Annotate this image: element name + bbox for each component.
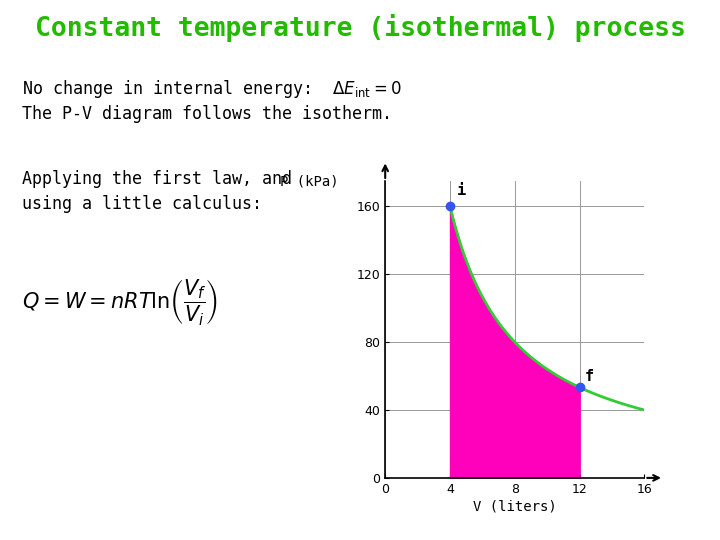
Text: i: i xyxy=(456,183,466,198)
Y-axis label: P (kPa): P (kPa) xyxy=(280,175,338,189)
Text: f: f xyxy=(585,369,593,384)
Text: Constant temperature (isothermal) process: Constant temperature (isothermal) proces… xyxy=(35,14,685,42)
Text: The P-V diagram follows the isotherm.: The P-V diagram follows the isotherm. xyxy=(22,105,392,123)
X-axis label: V (liters): V (liters) xyxy=(473,500,557,514)
Text: Applying the first law, and: Applying the first law, and xyxy=(22,170,292,188)
Text: using a little calculus:: using a little calculus: xyxy=(22,195,261,213)
Text: $Q = W = nRT\ln\!\left(\dfrac{V_f}{V_i}\right)$: $Q = W = nRT\ln\!\left(\dfrac{V_f}{V_i}\… xyxy=(22,278,218,327)
Text: No change in internal energy:  $\Delta E_{\rm int} = 0$: No change in internal energy: $\Delta E_… xyxy=(22,78,401,100)
